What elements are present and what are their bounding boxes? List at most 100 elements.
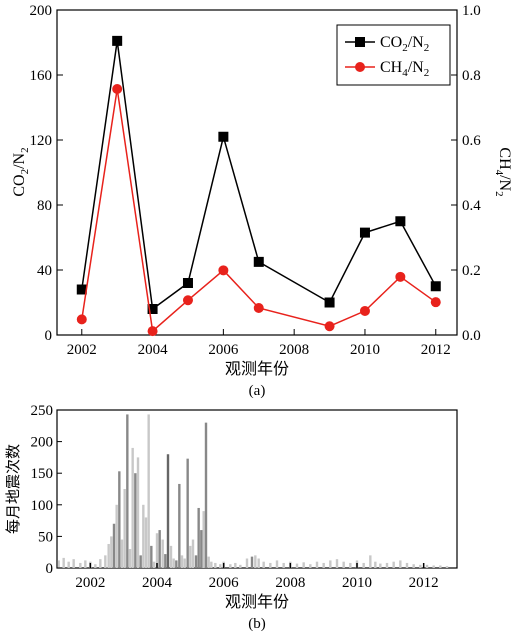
monthly-count-bar xyxy=(262,561,265,568)
monthly-count-bar xyxy=(172,558,175,568)
y-left-tick-label: 40 xyxy=(37,263,52,279)
monthly-count-bar xyxy=(302,562,305,568)
monthly-count-bar xyxy=(57,560,60,568)
co2-data-point xyxy=(182,278,193,288)
co2-data-point xyxy=(430,281,441,292)
monthly-count-bar xyxy=(142,504,145,568)
monthly-count-bar xyxy=(175,560,178,568)
monthly-count-bar xyxy=(166,454,170,568)
monthly-count-bar xyxy=(197,507,200,568)
monthly-count-bar xyxy=(128,549,132,568)
ch4-data-point xyxy=(76,314,87,325)
y-left-tick-label: 0 xyxy=(45,328,53,344)
monthly-count-bar xyxy=(269,562,272,568)
monthly-count-bar xyxy=(374,561,377,568)
co2-data-point xyxy=(359,227,370,238)
monthly-count-bar xyxy=(131,447,134,568)
ch4-data-point xyxy=(430,297,441,308)
x-tick-label: 2004 xyxy=(142,575,173,591)
monthly-count-bar xyxy=(204,422,208,568)
legend: CO2/N2 CH4/N2 xyxy=(336,24,451,86)
monthly-count-bar xyxy=(439,565,442,568)
monthly-count-bar xyxy=(67,561,70,568)
monthly-count-bar xyxy=(234,562,237,568)
monthly-count-bar xyxy=(322,562,325,568)
monthly-count-bar xyxy=(123,489,126,568)
y-right-tick-label: 0.8 xyxy=(462,68,481,84)
ch4-data-point xyxy=(182,295,193,306)
monthly-count-bar xyxy=(210,561,213,568)
x-tick-label: 2010 xyxy=(350,342,380,358)
legend-box xyxy=(336,24,451,86)
panel-b-y-axis: 0 50 100 150 200 250 xyxy=(31,403,62,577)
monthly-count-bar xyxy=(202,511,205,568)
monthly-count-bar xyxy=(275,560,279,568)
monthly-count-bar xyxy=(425,564,429,568)
monthly-count-bar xyxy=(110,536,113,568)
x-tick-label: 2006 xyxy=(209,575,240,591)
y-tick-label: 150 xyxy=(31,466,54,482)
legend-ch4-marker xyxy=(355,62,365,72)
monthly-count-bar xyxy=(200,530,203,568)
monthly-count-bar xyxy=(369,555,372,568)
monthly-count-bar xyxy=(136,457,140,568)
monthly-count-bar xyxy=(229,564,232,568)
monthly-count-bar xyxy=(84,560,87,568)
panel-a-right-y-axis: 0.0 0.2 0.4 0.6 0.8 1.0 xyxy=(451,3,481,344)
legend-co2-label: CO2/N2 xyxy=(380,34,429,54)
ch4-data-point xyxy=(112,83,123,94)
y-tick-label: 250 xyxy=(31,403,54,419)
monthly-count-bar xyxy=(189,545,192,568)
panel-b-x-axis: 2002 2004 2006 2008 2010 2012 xyxy=(75,563,439,591)
x-tick-label: 2004 xyxy=(138,342,169,358)
monthly-count-bar xyxy=(120,539,124,568)
ch4-data-point xyxy=(147,326,158,337)
panel-a-left-y-axis: 0 40 80 120 160 200 xyxy=(30,3,63,344)
panel-a-label: (a) xyxy=(249,383,266,399)
panel-a-series xyxy=(76,35,441,337)
monthly-count-bar xyxy=(139,555,142,568)
ch4-series-line xyxy=(81,88,437,333)
monthly-count-bar xyxy=(112,523,116,568)
monthly-count-bar xyxy=(155,533,159,568)
monthly-count-bar xyxy=(147,414,150,568)
monthly-count-bar xyxy=(126,414,129,568)
y-right-tick-label: 0.2 xyxy=(462,263,481,279)
monthly-count-bar xyxy=(62,557,65,568)
legend-co2-marker xyxy=(355,37,365,47)
co2-data-point xyxy=(253,256,264,267)
panel-b-label: (b) xyxy=(248,616,266,632)
co2-data-point xyxy=(76,284,87,295)
monthly-count-bar xyxy=(186,458,189,568)
monthly-count-bar xyxy=(94,564,97,568)
monthly-count-bar xyxy=(342,561,345,568)
monthly-count-bar xyxy=(315,561,319,568)
ch4-data-point xyxy=(324,321,335,332)
x-tick-label: 2002 xyxy=(67,342,97,358)
ch4-data-point xyxy=(253,303,264,314)
monthly-count-bar xyxy=(405,562,409,568)
panel-a-x-axis: 2002 2004 2006 2008 2010 2012 xyxy=(67,329,451,358)
monthly-count-bar xyxy=(282,562,285,568)
monthly-count-bar xyxy=(349,562,352,568)
monthly-count-bar xyxy=(432,565,435,568)
x-tick-label: 2010 xyxy=(342,575,372,591)
monthly-count-bar xyxy=(329,560,332,568)
monthly-count-bar xyxy=(104,555,107,568)
x-tick-label: 2008 xyxy=(279,342,309,358)
panel-b-x-axis-title: 观测年份 xyxy=(225,592,289,611)
monthly-count-bar xyxy=(134,473,137,568)
monthly-count-bar xyxy=(245,558,249,568)
monthly-count-bar xyxy=(194,555,198,568)
monthly-count-bar xyxy=(150,545,153,568)
monthly-count-bar xyxy=(107,543,110,568)
y-tick-label: 100 xyxy=(31,498,54,514)
monthly-count-bar xyxy=(152,561,156,568)
monthly-count-bar xyxy=(412,564,415,568)
panel-b-plot-frame xyxy=(56,409,458,569)
y-tick-label: 50 xyxy=(38,529,53,545)
panel-a-right-axis-title: CH4/N2 xyxy=(493,147,513,196)
monthly-count-bar xyxy=(295,563,299,568)
monthly-count-bar xyxy=(335,559,339,568)
